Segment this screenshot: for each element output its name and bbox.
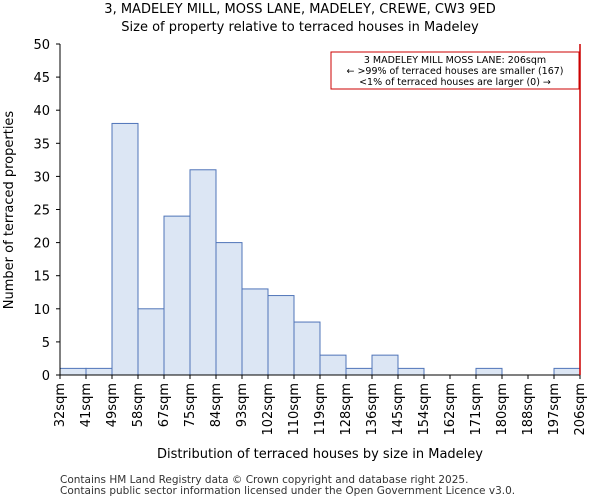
x-tick-label: 206sqm [573,383,588,436]
y-axis-label: Number of terraced properties [2,111,17,310]
x-tick-label: 49sqm [105,383,120,427]
histogram-bar [137,308,165,376]
footer-attribution-2: Contains public sector information licen… [60,485,516,497]
y-tick-label: 25 [33,204,50,219]
x-tick-label: 171sqm [469,383,484,436]
x-tick-label: 93sqm [235,383,250,427]
histogram-bar [345,367,373,376]
x-tick-label: 162sqm [443,383,458,436]
y-tick-label: 5 [42,336,50,351]
x-tick-label: 154sqm [417,383,432,436]
x-tick-label: 75sqm [183,383,198,427]
histogram-bar [553,367,581,376]
histogram-bar [215,242,243,376]
annotation-line-2: ← >99% of terraced houses are smaller (1… [346,66,563,77]
histogram-bar [59,367,87,376]
x-tick-label: 32sqm [53,383,68,427]
x-axis-label: Distribution of terraced houses by size … [157,447,483,462]
x-tick-label: 84sqm [209,383,224,427]
y-tick-label: 10 [33,303,50,318]
histogram-bar [319,354,347,376]
annotation-box [330,51,580,90]
x-tick-label: 180sqm [495,383,510,436]
y-tick-label: 40 [33,104,50,119]
histogram-bar [163,215,191,376]
x-tick-label: 102sqm [261,383,276,436]
x-tick-label: 136sqm [365,383,380,436]
histogram-bar [241,288,269,376]
y-tick-label: 0 [42,369,50,384]
chart-subtitle: Size of property relative to terraced ho… [121,20,479,35]
annotation-line-3: <1% of terraced houses are larger (0) → [359,77,551,88]
histogram-bar [85,367,113,376]
histogram-bar [397,367,425,376]
footer-attribution-1: Contains HM Land Registry data © Crown c… [60,474,469,486]
x-tick-label: 110sqm [287,383,302,436]
y-tick-label: 35 [33,137,50,152]
x-tick-label: 119sqm [313,383,328,436]
x-tick-label: 41sqm [79,383,94,427]
histogram-bar [293,321,321,376]
y-tick-label: 20 [33,237,50,252]
histogram-bar [267,295,295,376]
histogram-bar [371,354,399,376]
histogram-bar [189,169,217,376]
x-tick-label: 58sqm [131,383,146,427]
x-tick-label: 197sqm [547,383,562,436]
histogram-bar [111,122,139,376]
chart-title: 3, MADELEY MILL, MOSS LANE, MADELEY, CRE… [104,2,496,17]
y-tick-label: 15 [33,270,50,285]
y-tick-label: 30 [33,170,50,185]
x-tick-label: 145sqm [391,383,406,436]
y-tick-label: 45 [33,71,50,86]
histogram-bar [475,367,503,376]
x-tick-label: 67sqm [157,383,172,427]
annotation-line-1: 3 MADELEY MILL MOSS LANE: 206sqm [364,55,546,66]
x-tick-label: 188sqm [521,383,536,436]
x-tick-label: 128sqm [339,383,354,436]
y-tick-label: 50 [33,38,50,53]
